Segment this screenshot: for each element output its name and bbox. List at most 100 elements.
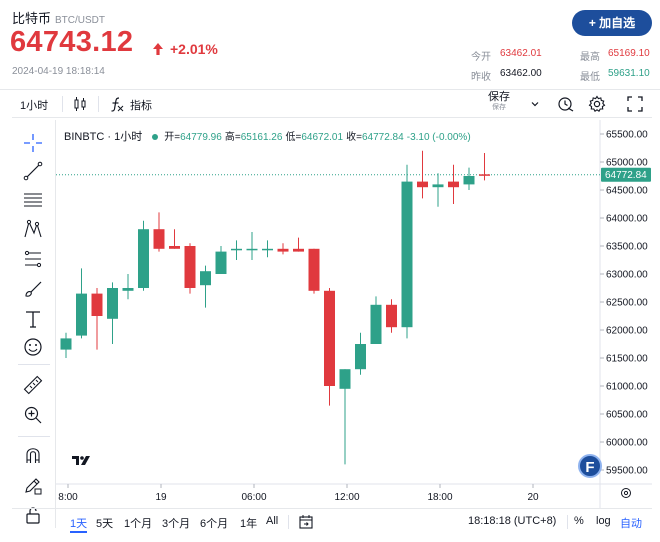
candle-body <box>215 251 227 274</box>
y-tick-label: 62000.00 <box>606 326 648 337</box>
candle-body <box>386 304 397 328</box>
range-1d[interactable]: 1天 <box>70 518 88 530</box>
legend-high-label: 高= <box>224 132 241 143</box>
range-1y[interactable]: 1年 <box>240 518 258 530</box>
range-bar: 1天 5天 1个月 3个月 6个月 1年 All 18:18:18 (UTC+8… <box>12 508 652 534</box>
candle-body <box>479 174 490 176</box>
arrow-up-icon <box>153 43 163 55</box>
pattern-icon[interactable] <box>22 218 44 240</box>
alert-clock-icon[interactable] <box>557 95 575 113</box>
prev-close-label: 昨收 <box>471 72 491 83</box>
zoom-in-icon[interactable] <box>22 404 44 426</box>
legend-close-label: 收= <box>346 132 362 143</box>
toolbar-divider <box>62 96 63 112</box>
last-price-label: 64772.84 <box>605 170 647 181</box>
trend-line-icon[interactable] <box>22 160 44 182</box>
axis-settings-gear-icon[interactable] <box>621 488 631 498</box>
high-value: 65169.10 <box>608 48 650 59</box>
candle-body <box>107 288 118 319</box>
emoji-icon[interactable] <box>22 336 44 358</box>
y-tick-label: 62500.00 <box>606 298 648 309</box>
ruler-icon[interactable] <box>22 374 44 396</box>
legend-low: 64672.01 <box>301 132 344 143</box>
candle-body <box>91 293 103 316</box>
candle-body <box>262 248 273 251</box>
range-5d[interactable]: 5天 <box>96 518 114 530</box>
candle-body <box>200 271 211 286</box>
coin-name: 比特币 <box>12 11 52 26</box>
toolbar-divider <box>18 364 50 365</box>
low-value: 59631.10 <box>608 68 650 79</box>
prediction-icon[interactable] <box>22 248 44 270</box>
range-3m[interactable]: 3个月 <box>162 518 191 530</box>
fxstreet-badge-icon[interactable]: F <box>578 454 602 478</box>
toolbar-divider <box>288 515 289 529</box>
x-tick-label: 19 <box>155 492 167 503</box>
candle-body <box>184 246 196 288</box>
fullscreen-icon[interactable] <box>626 95 644 113</box>
y-tick-label: 63500.00 <box>606 242 648 253</box>
date-range-icon[interactable] <box>298 514 314 530</box>
open-value: 63462.01 <box>500 48 542 59</box>
function-icon <box>111 97 124 112</box>
current-time[interactable]: 18:18:18 (UTC+8) <box>468 515 557 527</box>
range-6m[interactable]: 6个月 <box>200 518 229 530</box>
interval-selector[interactable]: 1小时 <box>20 100 49 112</box>
save-button[interactable]: 保存 保存 <box>488 92 510 112</box>
candle-body <box>324 290 335 386</box>
candle-body <box>169 246 180 249</box>
candle-body <box>401 181 413 328</box>
indicators-button[interactable]: 指标 <box>110 94 170 114</box>
brush-icon[interactable] <box>22 278 44 300</box>
text-icon[interactable] <box>22 308 44 330</box>
crosshair-icon[interactable] <box>22 132 44 154</box>
candlestick-type-icon[interactable] <box>72 96 88 112</box>
price-chart[interactable]: 59500.00 60000.00 60500.00 61000.00 61500.00… <box>56 120 652 508</box>
drawing-toolbar <box>12 120 56 528</box>
horizontal-lines-icon[interactable] <box>22 188 44 210</box>
y-tick-label: 65000.00 <box>606 158 648 169</box>
coin-title: 比特币 BTC/USDT <box>12 8 105 27</box>
chevron-down-icon[interactable] <box>530 99 540 109</box>
range-1m[interactable]: 1个月 <box>124 518 153 530</box>
legend-high: 65161.26 <box>240 132 283 143</box>
legend-change: -3.10 (-0.00%) <box>406 132 471 143</box>
last-price-tag <box>601 167 651 182</box>
candle-body <box>355 344 366 370</box>
range-all[interactable]: All <box>266 515 279 527</box>
candle-body <box>153 229 165 249</box>
candle-body <box>122 288 134 291</box>
candle-body <box>277 248 289 252</box>
y-tick-label: 61000.00 <box>606 382 648 393</box>
high-label: 最高 <box>580 52 600 63</box>
low-label: 最低 <box>580 72 600 83</box>
status-dot <box>152 133 159 140</box>
chart-toolbar: 1小时 指标 保存 保存 <box>12 90 652 118</box>
auto-scale-toggle[interactable]: 自动 <box>620 518 642 530</box>
header-divider <box>0 89 660 90</box>
x-tick-label: 20 <box>527 492 539 503</box>
y-tick-label: 59500.00 <box>606 466 648 477</box>
current-price: 64743.12 <box>10 26 134 58</box>
candlestick-chart[interactable]: 59500.00 60000.00 60500.00 61000.00 61500.00… <box>56 120 652 508</box>
pencil-lock-icon[interactable] <box>22 474 44 496</box>
magnet-icon[interactable] <box>22 444 44 466</box>
y-tick-label: 60000.00 <box>606 438 648 449</box>
y-tick-label: 63000.00 <box>606 270 648 281</box>
quote-timestamp: 2024-04-19 18:18:14 <box>12 66 105 77</box>
candle-body <box>76 293 87 336</box>
gear-icon[interactable] <box>588 95 606 113</box>
log-toggle[interactable]: log <box>596 515 611 527</box>
save-sublabel: 保存 <box>492 104 506 111</box>
y-tick-label: 60500.00 <box>606 410 648 421</box>
candle-body <box>138 229 149 288</box>
tradingview-logo[interactable] <box>68 450 94 470</box>
candle-body <box>339 369 351 389</box>
legend-open-label: 开= <box>164 132 181 143</box>
coin-pair: BTC/USDT <box>55 15 106 26</box>
add-watchlist-button[interactable]: + 加自选 <box>572 10 652 36</box>
percent-toggle[interactable]: % <box>574 515 584 527</box>
candle-body <box>463 176 475 185</box>
legend-close: 64772.84 <box>361 132 404 143</box>
tv-logo-icon <box>68 450 94 470</box>
